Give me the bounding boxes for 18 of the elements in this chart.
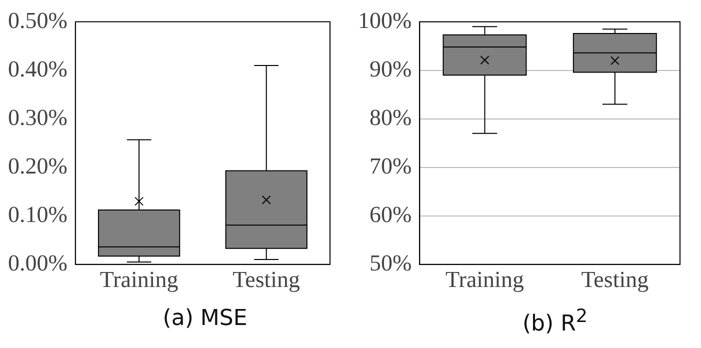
text: (a) MSE (162, 306, 248, 331)
y-tick-label: 0.20% (8, 153, 68, 178)
y-tick-label: 0.10% (8, 202, 68, 227)
y-tick-label: 0.40% (8, 56, 68, 82)
y-tick-label: 50% (369, 250, 412, 276)
x-tick-label: Testing (581, 267, 650, 292)
y-tick-label: 0.00% (8, 250, 68, 276)
text: (b) R$^{2}$ (521, 306, 589, 336)
y-tick-label: 0.50% (8, 8, 68, 33)
y-tick-label: 0.30% (8, 104, 68, 130)
y-tick-label: 70% (369, 153, 412, 178)
y-tick-label: 90% (369, 56, 412, 82)
y-tick-label: 60% (369, 202, 412, 227)
x-tick-label: Training (100, 267, 179, 292)
y-tick-label: 100% (358, 8, 412, 33)
x-tick-label: Testing (232, 267, 301, 292)
y-tick-label: 80% (369, 104, 412, 130)
x-tick-label: Training (446, 267, 524, 292)
